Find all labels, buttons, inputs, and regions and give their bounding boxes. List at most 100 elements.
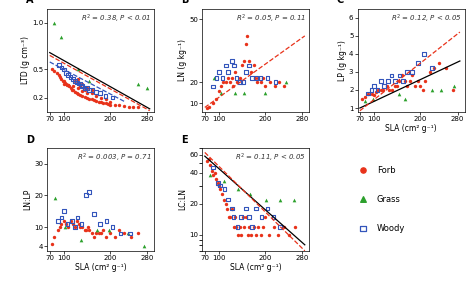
Point xyxy=(396,73,403,78)
Point xyxy=(228,206,236,211)
Point xyxy=(210,84,217,89)
Y-axis label: LN (g kg⁻¹): LN (g kg⁻¹) xyxy=(178,39,187,81)
Point xyxy=(111,234,118,239)
Point xyxy=(93,228,101,233)
Point xyxy=(92,90,100,94)
Y-axis label: LC:LN: LC:LN xyxy=(178,188,187,210)
Point xyxy=(111,103,118,107)
Point xyxy=(100,228,107,233)
Point xyxy=(220,179,228,184)
Point xyxy=(245,63,253,68)
Point xyxy=(88,97,95,102)
Point xyxy=(362,95,369,99)
Point xyxy=(76,84,84,89)
Point xyxy=(250,224,257,229)
Point xyxy=(61,80,68,85)
Point xyxy=(69,221,77,226)
Point xyxy=(265,233,273,237)
Point xyxy=(83,86,91,90)
Point xyxy=(263,197,270,202)
Point xyxy=(228,206,236,211)
Point xyxy=(213,97,220,101)
Point xyxy=(388,88,395,92)
Point xyxy=(102,97,109,102)
Point xyxy=(222,201,229,206)
Point xyxy=(74,91,82,96)
Point xyxy=(57,221,65,226)
Point xyxy=(214,180,222,185)
Point xyxy=(74,67,82,72)
Point xyxy=(219,76,226,80)
Point xyxy=(65,84,73,89)
Point xyxy=(69,77,77,81)
Point xyxy=(206,105,213,110)
Point xyxy=(85,190,93,194)
Point xyxy=(78,237,85,242)
Point xyxy=(228,76,236,80)
Point xyxy=(51,234,58,239)
Point xyxy=(388,73,395,78)
Point xyxy=(359,197,367,201)
Point xyxy=(116,103,123,107)
Point xyxy=(238,63,246,68)
Point xyxy=(72,78,79,83)
Point xyxy=(375,88,383,92)
Point xyxy=(79,93,86,98)
Point xyxy=(85,78,93,83)
Point xyxy=(270,214,277,219)
Point xyxy=(210,165,217,170)
Point xyxy=(421,79,429,83)
Text: $R^2$ = 0.11, $P$ < 0.05: $R^2$ = 0.11, $P$ < 0.05 xyxy=(236,152,306,164)
Point xyxy=(105,228,113,233)
Point xyxy=(67,75,74,79)
Point xyxy=(235,233,242,237)
Point xyxy=(229,84,237,89)
Point xyxy=(264,206,272,211)
Point xyxy=(116,228,123,233)
Point xyxy=(442,66,450,70)
Point xyxy=(92,93,100,98)
Point xyxy=(368,91,375,96)
Point xyxy=(239,80,247,84)
Point xyxy=(230,214,237,219)
Point xyxy=(106,103,114,107)
Point xyxy=(72,225,79,229)
Point xyxy=(370,84,378,89)
Point xyxy=(247,69,255,74)
Point xyxy=(220,197,228,202)
Point xyxy=(90,234,98,239)
Point xyxy=(69,88,77,92)
Point xyxy=(79,84,86,89)
Point xyxy=(109,225,116,229)
Point xyxy=(286,233,293,237)
Point xyxy=(96,91,104,95)
Point xyxy=(225,214,233,219)
Point xyxy=(374,88,382,92)
Point xyxy=(72,90,79,94)
Point xyxy=(227,80,234,84)
Point xyxy=(220,186,228,191)
Point xyxy=(57,77,65,81)
Point xyxy=(262,90,269,95)
Point xyxy=(109,95,116,100)
Point xyxy=(245,59,253,64)
Text: $R^2$ = 0.38, $P$ < 0.01: $R^2$ = 0.38, $P$ < 0.01 xyxy=(81,13,151,25)
Point xyxy=(362,99,369,103)
Point xyxy=(408,73,416,78)
Point xyxy=(144,86,151,90)
Point xyxy=(369,97,377,101)
Point xyxy=(236,80,244,84)
Text: C: C xyxy=(336,0,344,5)
Point xyxy=(240,224,248,229)
Point xyxy=(237,233,245,237)
Point xyxy=(73,80,81,85)
Point xyxy=(210,173,217,177)
Point xyxy=(383,84,391,89)
Point xyxy=(438,88,445,92)
Y-axis label: LP (g kg⁻¹): LP (g kg⁻¹) xyxy=(338,40,347,81)
Point xyxy=(377,79,384,83)
Point xyxy=(233,224,240,229)
Point xyxy=(252,233,260,237)
Point xyxy=(230,63,238,68)
Point xyxy=(244,233,251,237)
